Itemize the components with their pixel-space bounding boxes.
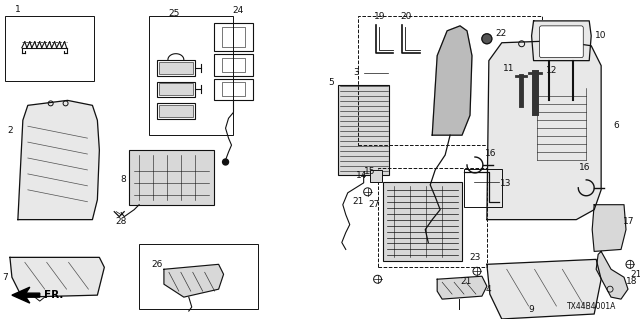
Text: 7: 7 <box>2 273 8 282</box>
Bar <box>157 82 195 97</box>
Bar <box>159 105 193 117</box>
Text: 16: 16 <box>579 164 590 172</box>
Bar <box>358 16 541 145</box>
Polygon shape <box>592 205 626 252</box>
Circle shape <box>482 34 492 44</box>
Polygon shape <box>487 260 601 319</box>
Bar <box>383 182 462 261</box>
Text: 21: 21 <box>630 270 640 279</box>
Text: 15: 15 <box>364 167 376 176</box>
Polygon shape <box>164 264 223 297</box>
Polygon shape <box>596 252 628 299</box>
Bar <box>159 62 193 74</box>
Text: 19: 19 <box>374 12 385 21</box>
Text: 25: 25 <box>168 9 180 19</box>
Text: 20: 20 <box>401 12 412 21</box>
Text: 5: 5 <box>328 78 333 87</box>
Bar <box>214 23 253 51</box>
Text: 21: 21 <box>460 277 472 286</box>
Bar <box>221 58 245 72</box>
Bar <box>378 168 487 267</box>
Bar <box>5 16 94 81</box>
FancyBboxPatch shape <box>540 26 583 58</box>
Text: 14: 14 <box>356 172 367 180</box>
Bar <box>157 103 195 119</box>
Circle shape <box>223 159 228 165</box>
Bar <box>159 84 193 95</box>
Bar <box>139 244 259 309</box>
Text: 6: 6 <box>613 121 619 130</box>
Text: 13: 13 <box>500 179 511 188</box>
Bar <box>129 150 214 205</box>
Text: 18: 18 <box>626 277 637 286</box>
Text: 24: 24 <box>233 6 244 15</box>
Polygon shape <box>10 257 104 297</box>
Text: 2: 2 <box>7 126 13 135</box>
Text: 3: 3 <box>353 68 358 77</box>
Text: 28: 28 <box>116 217 127 226</box>
Polygon shape <box>532 21 591 60</box>
Bar <box>370 170 381 182</box>
Text: 17: 17 <box>623 217 635 226</box>
Bar <box>157 60 195 76</box>
Bar <box>149 16 234 135</box>
Polygon shape <box>432 26 472 135</box>
Text: 21: 21 <box>352 197 364 206</box>
Text: 1: 1 <box>15 5 20 14</box>
Text: 12: 12 <box>546 66 557 75</box>
Bar <box>338 85 390 175</box>
Text: 9: 9 <box>529 305 534 314</box>
Text: 8: 8 <box>120 175 126 184</box>
Bar <box>214 54 253 76</box>
Polygon shape <box>18 100 99 220</box>
Text: 4: 4 <box>486 285 492 294</box>
Bar <box>221 83 245 96</box>
Text: 10: 10 <box>595 31 607 40</box>
Text: 26: 26 <box>151 260 163 269</box>
Bar <box>221 27 245 47</box>
Text: 11: 11 <box>503 64 515 73</box>
Polygon shape <box>437 276 487 299</box>
Polygon shape <box>12 287 40 303</box>
Text: 27: 27 <box>368 200 380 209</box>
Text: FR.: FR. <box>44 290 63 300</box>
Text: 16: 16 <box>485 148 497 157</box>
Bar <box>464 169 502 207</box>
Polygon shape <box>487 41 601 220</box>
Text: 23: 23 <box>469 253 481 262</box>
Text: 22: 22 <box>495 29 506 38</box>
Text: TX44B4001A: TX44B4001A <box>566 302 616 311</box>
Bar <box>214 78 253 100</box>
